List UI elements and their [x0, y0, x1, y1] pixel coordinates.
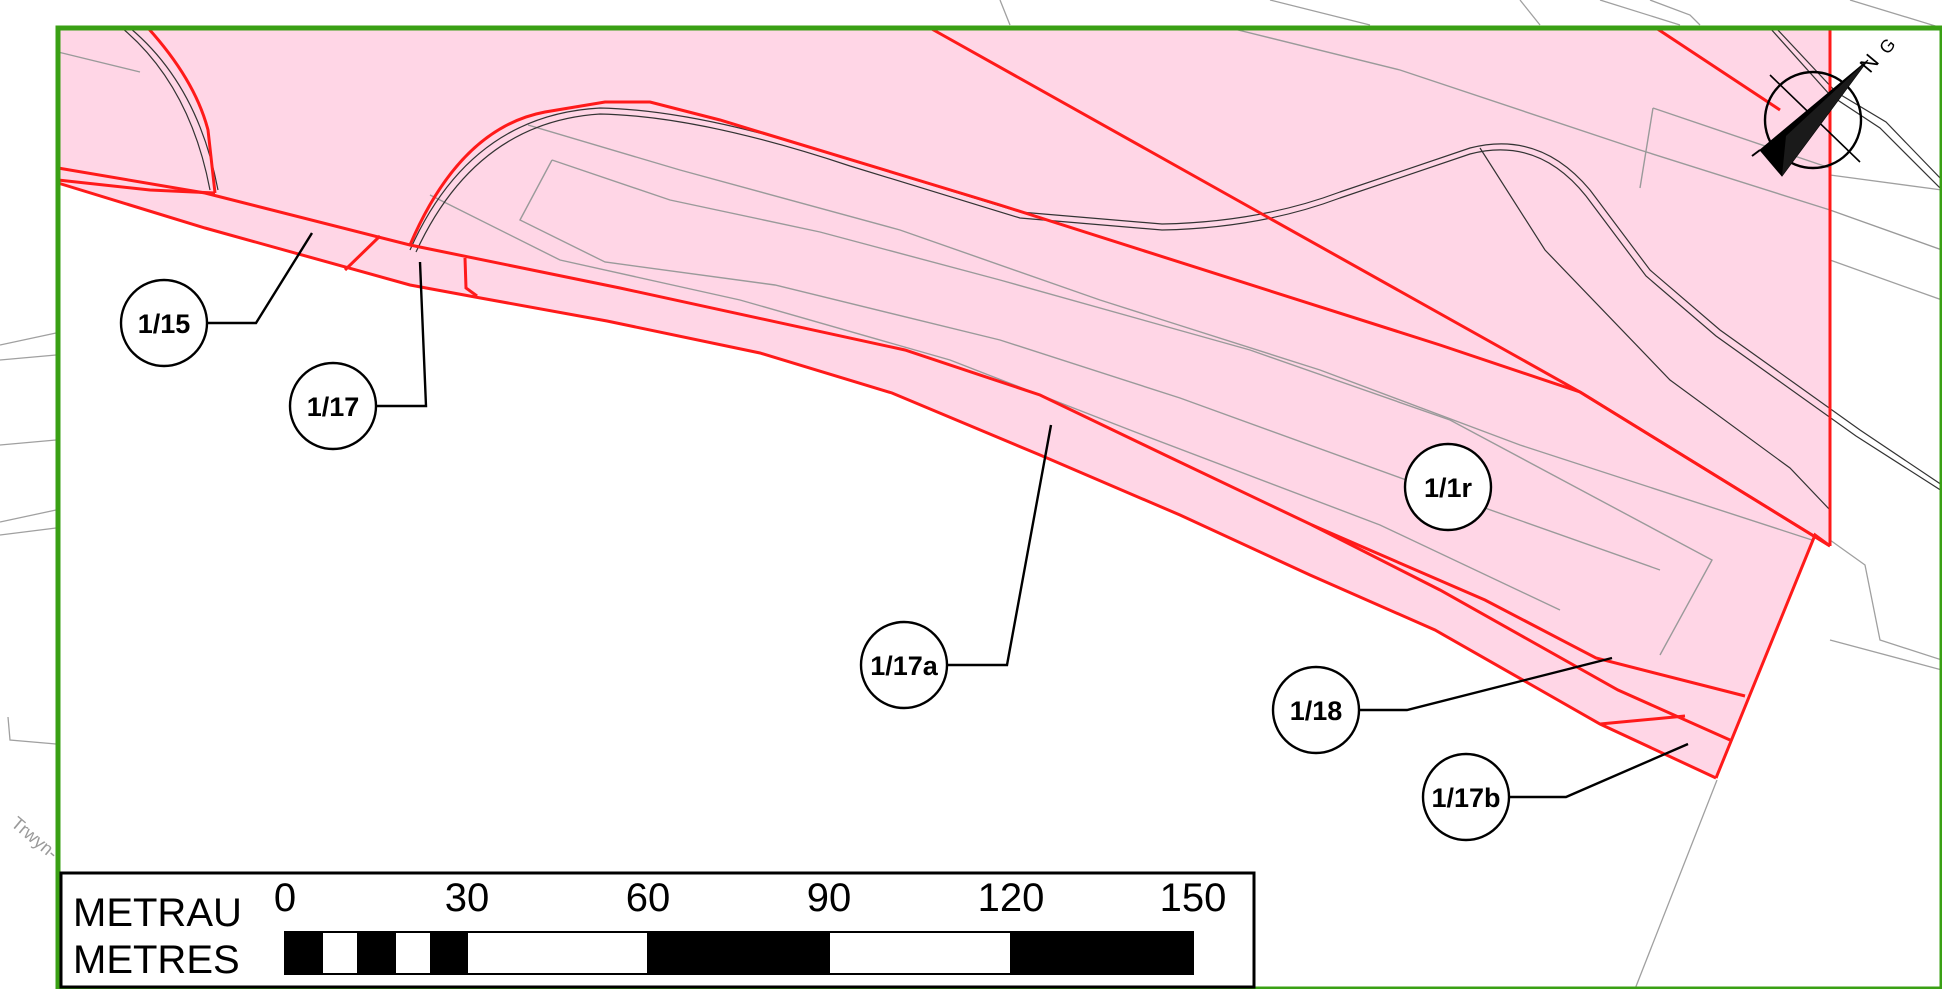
parcel-area: [58, 28, 1830, 778]
parcel-boundaries: [57, 26, 1832, 780]
parcel-fill: [58, 28, 1830, 778]
map-frame: [55, 25, 1942, 989]
scale-tick-60: 60: [626, 876, 671, 920]
scale-label-english: METRES: [73, 938, 240, 982]
parcel-label-text: 1/17b: [1431, 783, 1500, 813]
parcel-label-1-1r: 1/1r: [1403, 442, 1493, 532]
parcel-label-1-17a: 1/17a: [859, 620, 949, 710]
scale-tick-30: 30: [445, 876, 490, 920]
base-linework: [57, 27, 1942, 656]
scale-tick-120: 120: [978, 876, 1045, 920]
scale-label-welsh: METRAU: [73, 891, 242, 935]
scale-tick-150: 150: [1160, 876, 1227, 920]
scale-segments: [284, 931, 1194, 975]
parcel-label-text: 1/18: [1290, 696, 1343, 726]
parcel-label-1-17b: 1/17b: [1421, 752, 1511, 842]
scale-tick-0: 0: [274, 876, 296, 920]
north-arrow-icon: N G: [1751, 34, 1900, 177]
parcel-label-text: 1/17: [307, 392, 360, 422]
parcel-label-text: 1/1r: [1424, 473, 1473, 503]
road-label: Trwyn-: [7, 813, 61, 863]
scale-tick-90: 90: [807, 876, 852, 920]
north-label: N: [1855, 49, 1884, 77]
parcel-label-1-15: 1/15: [119, 278, 209, 368]
parcel-label-text: 1/17a: [870, 651, 939, 681]
parcel-label-1-18: 1/18: [1271, 665, 1361, 755]
parcel-label-text: 1/15: [138, 309, 191, 339]
grid-north-label: G: [1875, 34, 1899, 58]
leader-lines: [208, 232, 1689, 799]
parcel-label-1-17: 1/17: [288, 361, 378, 451]
scale-bar: METRAU METRES 0 30 60 90 120 150: [59, 871, 1256, 989]
